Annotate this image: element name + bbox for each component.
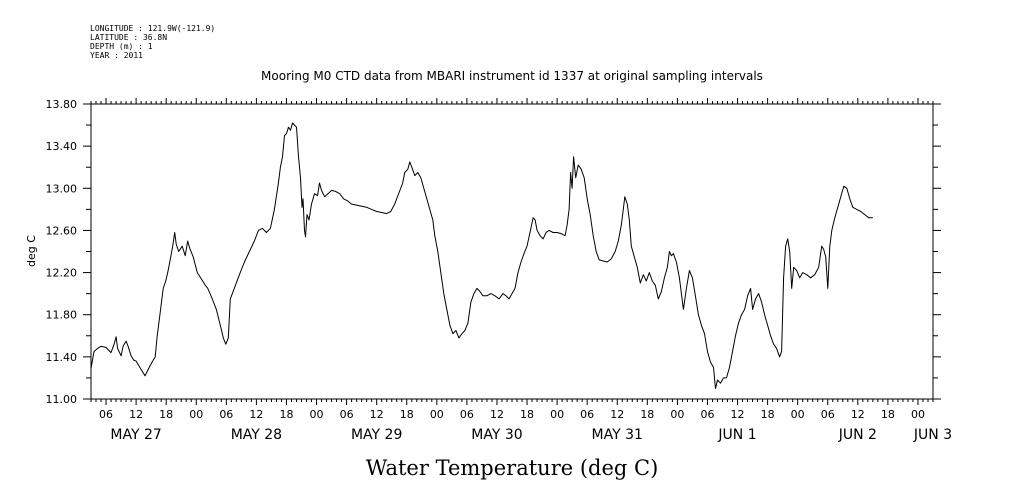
x-tick-label: 00 (550, 408, 564, 421)
y-tick-label: 13.00 (46, 182, 78, 195)
x-tick-label: 00 (911, 408, 925, 421)
x-tick-label: 06 (99, 408, 113, 421)
x-tick-label: 06 (580, 408, 594, 421)
x-tick-label: 06 (219, 408, 233, 421)
y-tick-label: 12.20 (46, 267, 78, 280)
x-tick-label: 12 (490, 408, 504, 421)
y-tick-label: 11.80 (46, 309, 78, 322)
x-tick-label: 00 (310, 408, 324, 421)
x-tick-label: 06 (460, 408, 474, 421)
x-axis-label: Water Temperature (deg C) (366, 456, 659, 480)
x-tick-label: 06 (700, 408, 714, 421)
x-tick-label: 12 (851, 408, 865, 421)
chart-title: Mooring M0 CTD data from MBARI instrumen… (261, 69, 763, 83)
x-tick-label: 18 (761, 408, 775, 421)
plot-frame (90, 103, 934, 400)
x-tick-label: 12 (731, 408, 745, 421)
x-day-label: MAY 28 (231, 427, 282, 443)
y-axis-label: deg C (25, 235, 38, 267)
x-day-label: JUN 2 (838, 427, 877, 443)
x-tick-label: 06 (340, 408, 354, 421)
x-tick-label: 18 (520, 408, 534, 421)
x-tick-label: 12 (249, 408, 263, 421)
x-tick-label: 00 (670, 408, 684, 421)
x-day-label: MAY 31 (592, 427, 643, 443)
x-day-label: MAY 29 (351, 427, 402, 443)
x-tick-label: 12 (370, 408, 384, 421)
x-tick-label: 00 (430, 408, 444, 421)
x-tick-label: 18 (279, 408, 293, 421)
x-tick-label: 12 (129, 408, 143, 421)
y-tick-label: 12.60 (46, 224, 78, 237)
depth-label: DEPTH (m) : 1 (90, 42, 153, 51)
x-tick-label: 18 (400, 408, 414, 421)
latitude-label: LATITUDE : 36.8N (90, 33, 167, 42)
x-tick-label: 18 (159, 408, 173, 421)
x-tick-label: 00 (791, 408, 805, 421)
x-day-label: MAY 27 (110, 427, 161, 443)
x-tick-label: 18 (640, 408, 654, 421)
x-day-label: JUN 1 (717, 427, 756, 443)
series-group (90, 122, 873, 389)
longitude-label: LONGITUDE : 121.9W(-121.9) (90, 24, 215, 33)
series-line-0 (90, 122, 873, 389)
year-label: YEAR : 2011 (90, 51, 143, 60)
x-day-label: MAY 30 (471, 427, 522, 443)
x-day-label: JUN 3 (913, 427, 952, 443)
x-tick-label: 06 (821, 408, 835, 421)
y-tick-label: 11.40 (46, 351, 78, 364)
x-tick-label: 18 (881, 408, 895, 421)
y-tick-label: 13.40 (46, 140, 78, 153)
y-axis: 11.00 11.40 11.80 12.20 12.60 13.00 13.40 13.80 (46, 98, 941, 406)
x-tick-label: 00 (189, 408, 203, 421)
x-tick-label: 12 (610, 408, 624, 421)
x-axis: 06 12 18 00 06 12 18 00 06 12 18 00 06 12 18 00 06 12 18 00… (90, 98, 952, 443)
y-tick-label: 11.00 (46, 393, 78, 406)
y-tick-label: 13.80 (46, 98, 78, 111)
